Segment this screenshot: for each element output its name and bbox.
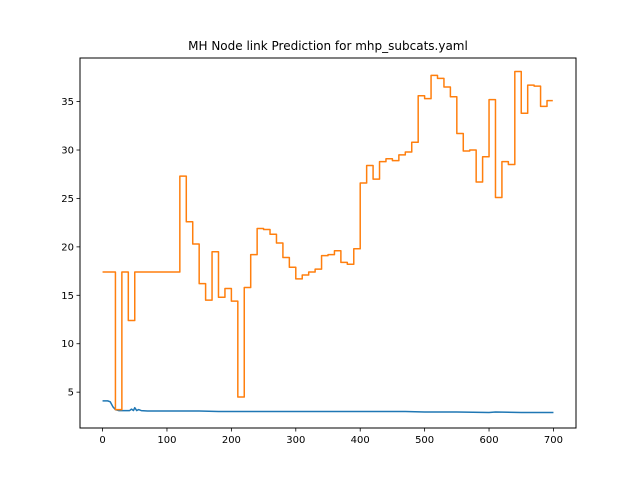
y-axis: 5 10 15 20 25 30 35: [61, 97, 80, 399]
y-tick-label: 10: [61, 339, 74, 350]
x-tick-label: 300: [286, 435, 305, 446]
x-tick-label: 500: [415, 435, 434, 446]
series-line-1: [102, 400, 554, 414]
x-tick-label: 400: [351, 435, 370, 446]
y-tick-label: 25: [61, 194, 74, 205]
x-axis: 0 100 200 300 400 500 600 700: [99, 428, 563, 446]
chart-title: MH Node link Prediction for mhp_subcats.…: [188, 39, 468, 53]
y-tick-label: 20: [61, 242, 74, 253]
series-layer: [102, 70, 554, 414]
x-tick-label: 0: [99, 435, 105, 446]
series-line-2: [102, 70, 553, 411]
y-tick-label: 5: [68, 388, 74, 399]
x-tick-label: 200: [222, 435, 241, 446]
x-tick-label: 100: [157, 435, 176, 446]
y-tick-label: 35: [61, 97, 74, 108]
x-tick-label: 700: [544, 435, 563, 446]
plot-frame: [79, 57, 577, 429]
y-tick-label: 15: [61, 291, 74, 302]
y-tick-label: 30: [61, 146, 74, 157]
x-tick-label: 600: [479, 435, 498, 446]
